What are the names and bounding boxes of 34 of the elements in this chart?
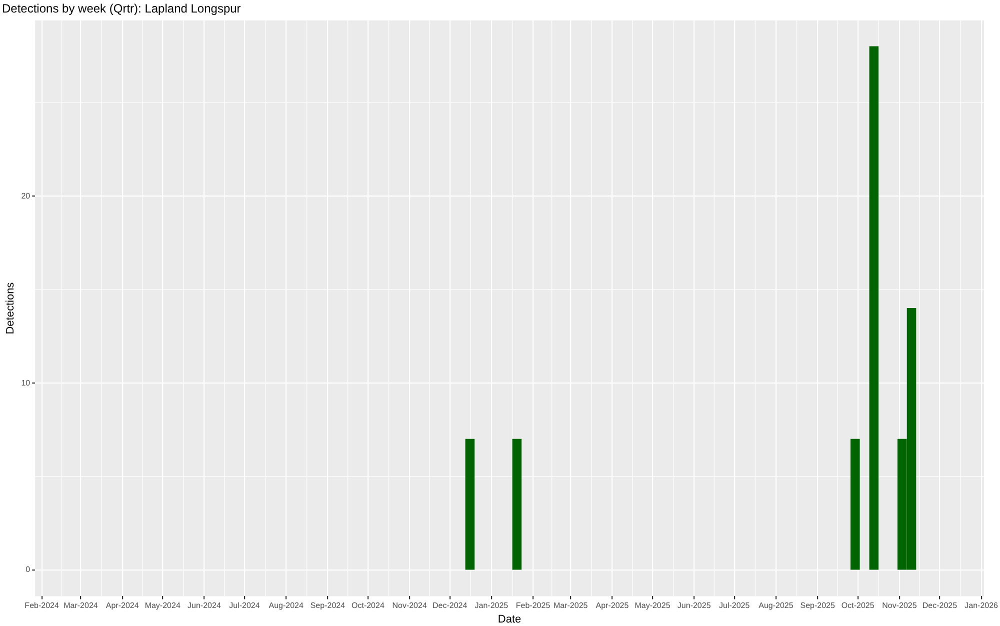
x-tick-label: Mar-2024	[64, 601, 98, 610]
x-tick-label: Sep-2024	[310, 601, 346, 610]
x-tick-label: May-2024	[144, 601, 181, 610]
bar	[850, 438, 860, 570]
x-tick-label: Jan-2025	[474, 601, 509, 610]
x-tick-label: Apr-2025	[596, 601, 630, 610]
bar	[465, 438, 475, 570]
x-tick-label: Jul-2024	[229, 601, 260, 610]
x-tick-label: Sep-2025	[800, 601, 836, 610]
x-tick-label: Jun-2025	[677, 601, 712, 610]
y-tick-label: 10	[21, 378, 31, 388]
x-tick-label: Jul-2025	[719, 601, 750, 610]
y-tick-label: 0	[26, 565, 31, 574]
x-tick-label: Apr-2024	[106, 601, 140, 610]
x-tick-label: Nov-2025	[882, 601, 918, 610]
x-tick-label: Mar-2025	[553, 601, 588, 610]
x-tick-label: Aug-2025	[758, 601, 794, 610]
x-tick-label: Dec-2024	[432, 601, 468, 610]
x-tick-label: Jan-2026	[964, 601, 999, 610]
x-tick-label: Dec-2025	[922, 601, 958, 610]
x-tick-label: Feb-2024	[24, 601, 60, 610]
bar	[869, 46, 879, 570]
chart-title: Detections by week (Qrtr): Lapland Longspur	[2, 2, 241, 16]
bar	[512, 438, 522, 570]
x-tick-label: Oct-2024	[352, 601, 385, 610]
x-tick-label: Aug-2024	[268, 601, 304, 610]
y-tick-label: 20	[21, 191, 31, 200]
x-tick-label: May-2025	[634, 601, 671, 610]
x-tick-label: Nov-2024	[392, 601, 428, 610]
y-axis-title: Detections	[4, 282, 17, 334]
x-axis-title: Date	[498, 613, 522, 626]
x-tick-label: Jun-2024	[188, 601, 222, 610]
x-tick-label: Feb-2025	[516, 601, 551, 610]
x-tick-label: Oct-2025	[841, 601, 875, 610]
